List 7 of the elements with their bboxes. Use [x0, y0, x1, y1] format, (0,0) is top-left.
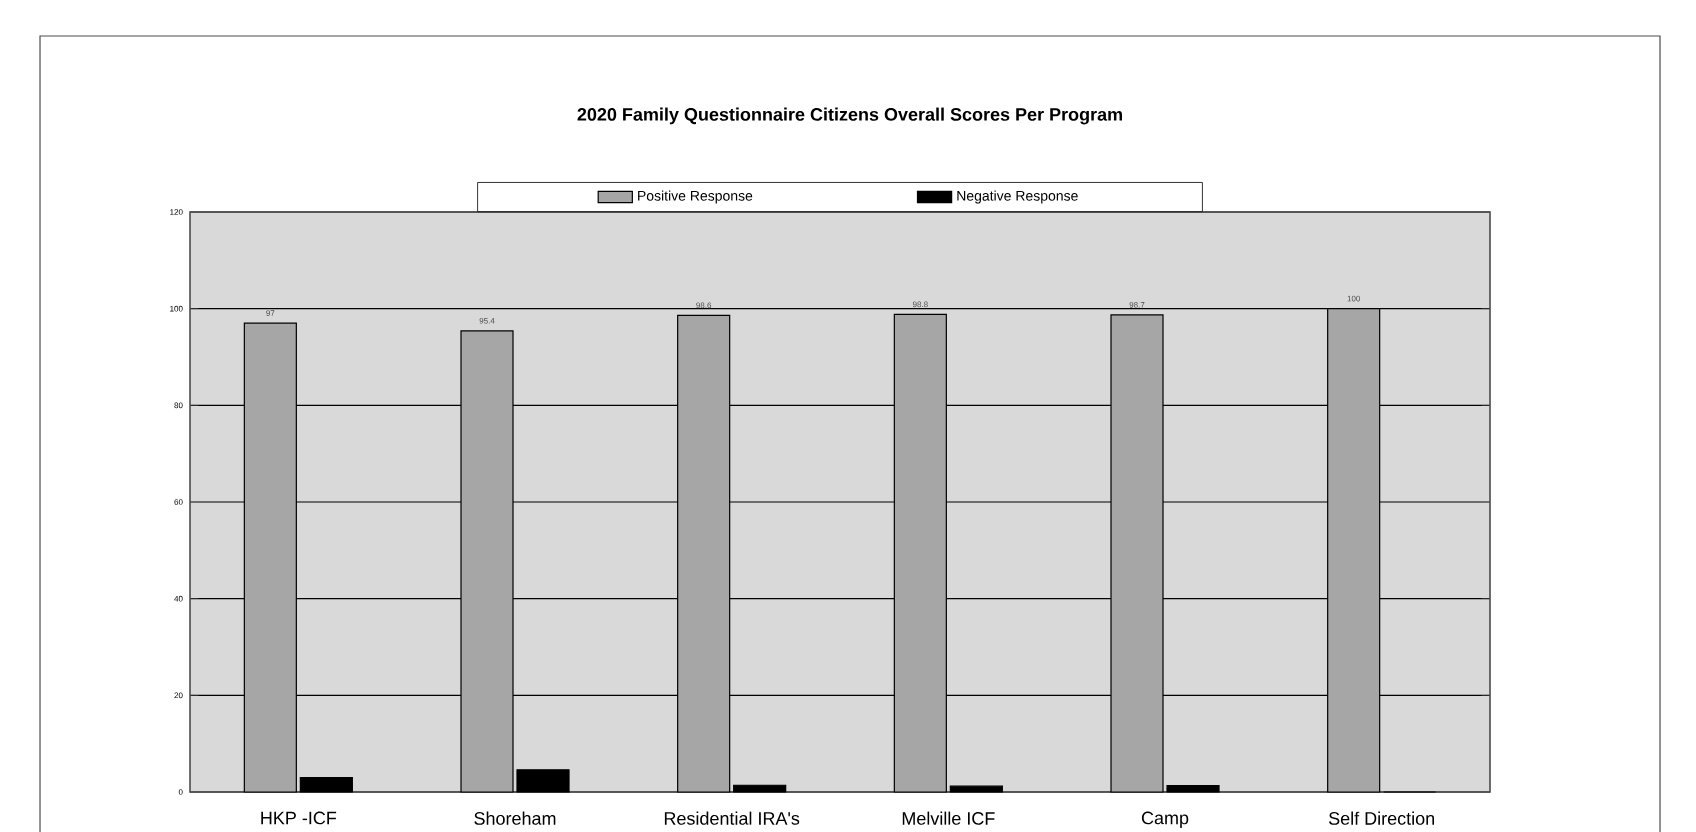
x-tick-label: Camp — [1141, 811, 1189, 828]
x-tick-label: Shoreham — [474, 811, 556, 825]
x-tick-label: Melville ICF — [902, 811, 995, 825]
x-tick-label: Self Direction — [1328, 811, 1434, 825]
x-tick-label: Residential IRA's — [664, 811, 800, 825]
x-tick-label: HKP -ICF — [261, 811, 337, 825]
chart-title: 2020 Family Questionnaire Citizens Overall Scores Per Program — [577, 107, 1122, 125]
